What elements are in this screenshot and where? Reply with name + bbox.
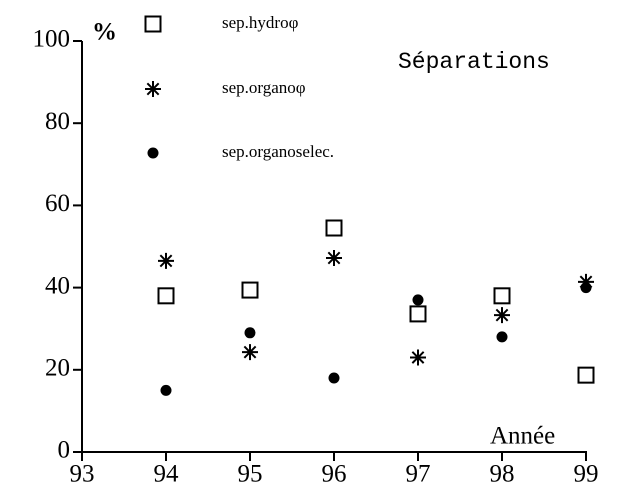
point [158, 252, 174, 269]
y-tick-label: 60 [45, 190, 70, 217]
point [241, 281, 259, 299]
point [496, 331, 508, 343]
point [410, 349, 426, 366]
x-tick-label: 95 [238, 461, 263, 488]
point [325, 219, 343, 237]
x-tick-label: 93 [70, 461, 95, 488]
x-tick-label: 99 [574, 461, 599, 488]
legend-label: sep.organoφ [222, 78, 306, 97]
y-tick-label: 20 [45, 355, 70, 382]
legend-label: sep.hydroφ [222, 13, 299, 32]
legend-marker [144, 15, 162, 33]
y-tick-label: 0 [58, 437, 71, 464]
point [409, 305, 427, 323]
y-axis-label: % [92, 19, 117, 46]
point [412, 294, 424, 306]
chart-title: Séparations [398, 49, 550, 75]
point [577, 366, 595, 384]
legend-label: sep.organoselec. [222, 142, 334, 161]
point [328, 372, 340, 384]
x-axis-label: Année [490, 423, 555, 450]
y-tick-label: 40 [45, 272, 70, 299]
point [580, 282, 592, 294]
point [578, 273, 594, 290]
point [493, 287, 511, 305]
x-tick-label: 98 [490, 461, 515, 488]
legend-marker [147, 147, 159, 159]
point [494, 307, 510, 324]
point [244, 327, 256, 339]
point [157, 287, 175, 305]
x-tick-label: 96 [322, 461, 347, 488]
point [326, 250, 342, 267]
x-tick-label: 97 [406, 461, 431, 488]
y-tick-label: 80 [45, 108, 70, 135]
point [242, 344, 258, 361]
legend-marker [145, 81, 161, 97]
x-tick-label: 94 [154, 461, 180, 488]
y-tick-label: 100 [33, 26, 71, 53]
point [160, 384, 172, 396]
